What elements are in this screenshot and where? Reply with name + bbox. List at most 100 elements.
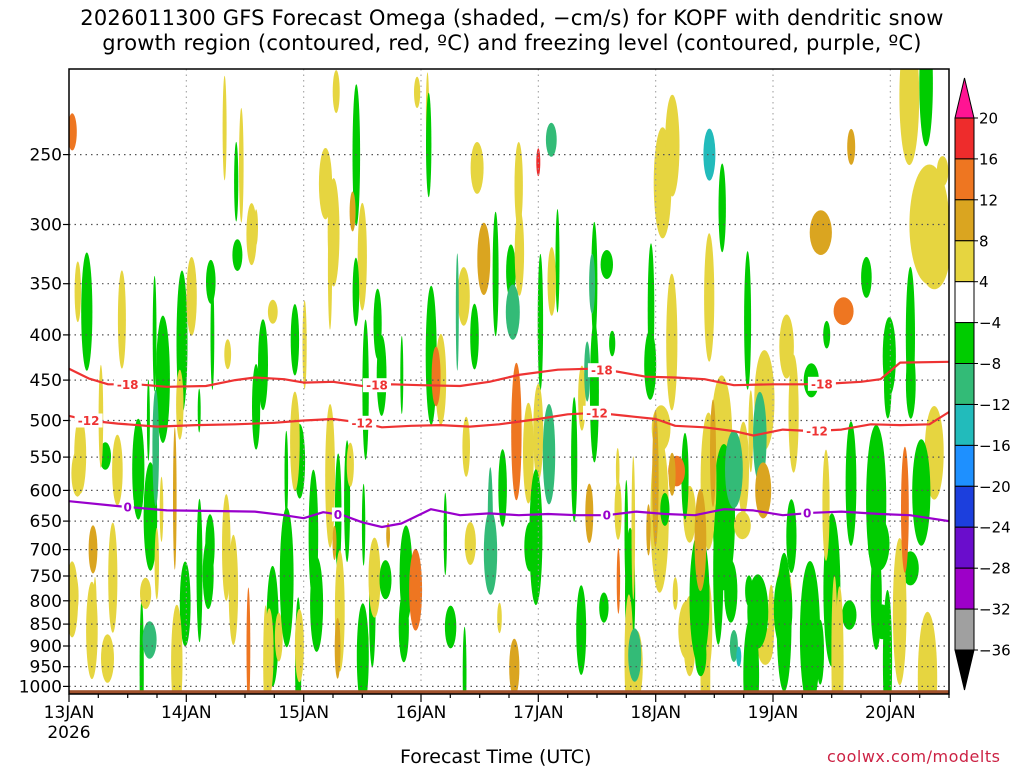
contour-label: -12 [78, 414, 100, 428]
omega-patch [179, 561, 191, 647]
colorbar-label: −32 [979, 601, 1011, 619]
omega-patch [294, 609, 304, 683]
omega-patch [776, 552, 792, 692]
omega-patch [462, 416, 471, 477]
omega-patch [905, 266, 916, 405]
omega-patch [239, 108, 244, 223]
omega-patch [734, 511, 751, 540]
omega-patch [571, 397, 578, 522]
omega-patch [498, 449, 507, 527]
omega-patch [302, 300, 307, 390]
x-axis-label: Forecast Time (UTC) [400, 746, 592, 768]
colorbar-swatch [954, 526, 975, 569]
omega-patch [88, 525, 98, 574]
y-tick-label: 350 [30, 275, 62, 295]
omega-patch [108, 522, 118, 633]
omega-patch [205, 514, 215, 576]
omega-patch [665, 94, 680, 197]
x-tick-year: 2026 [47, 723, 90, 743]
omega-patch [86, 581, 98, 680]
omega-patch [483, 509, 498, 595]
omega-patch [615, 448, 620, 492]
omega-patch [252, 364, 261, 450]
omega-patch [71, 574, 79, 617]
omega-patch [614, 480, 622, 540]
omega-patch [866, 424, 887, 578]
omega-patch [845, 421, 857, 546]
omega-patch [112, 434, 123, 506]
contour-label-bg [121, 500, 134, 514]
contour-label: 0 [603, 509, 611, 523]
omega-patch [426, 92, 432, 198]
omega-patch [346, 442, 354, 487]
omega-patch [132, 418, 145, 520]
title-line-2: growth region (contoured, red, ºC) and f… [102, 31, 922, 55]
omega-patch [786, 499, 797, 573]
y-tick-label: 900 [30, 637, 62, 657]
colorbar-swatch [954, 608, 975, 651]
omega-patch [599, 592, 609, 623]
omega-patch [258, 319, 268, 411]
omega-patch [823, 320, 831, 349]
omega-patch [246, 587, 251, 694]
omega-patch [646, 504, 651, 556]
omega-patch [585, 483, 594, 543]
omega-patch [545, 122, 557, 157]
grid-lines [69, 69, 949, 694]
y-tick-label: 600 [30, 481, 62, 501]
omega-patch [352, 257, 360, 327]
omega-patch [290, 391, 300, 492]
omega-patch [409, 548, 423, 631]
y-tick-label: 700 [30, 541, 62, 561]
contour-label-bg [801, 506, 814, 521]
contour-label-bg [587, 363, 616, 378]
omega-patch [718, 163, 726, 253]
omega-patch [142, 621, 157, 659]
omega-patch [332, 70, 340, 114]
omega-patch [912, 439, 931, 546]
credit-link[interactable]: coolwx.com/modelts [827, 747, 1001, 766]
omega-core [584, 341, 591, 402]
omega-patch [325, 404, 335, 548]
omega-patch [668, 452, 676, 496]
colorbar-swatch [954, 322, 975, 365]
omega-patch [704, 233, 715, 362]
omega-patch [497, 602, 502, 634]
omega-patch [152, 389, 159, 506]
omega-patch [748, 390, 754, 473]
omega-patch [173, 427, 177, 570]
omega-patch [666, 273, 678, 411]
omega-patch [455, 253, 459, 371]
omega-patch [672, 577, 678, 610]
omega-patch [327, 204, 333, 330]
y-tick-label: 550 [30, 448, 62, 468]
omega-patch [882, 317, 896, 396]
omega-patch [74, 261, 82, 323]
x-tick-label: 15JAN [278, 703, 329, 723]
omega-patch [470, 303, 479, 370]
contour-label: 0 [124, 501, 132, 515]
contour-line [69, 500, 949, 529]
x-tick-label: 18JAN [630, 703, 681, 723]
omega-patch [308, 469, 319, 602]
omega-patch [753, 391, 767, 484]
y-tick-label: 500 [30, 412, 62, 432]
omega-patch [146, 379, 150, 461]
y-tick-label: 300 [30, 216, 62, 236]
y-tick-label: 850 [30, 615, 62, 635]
omega-patch [816, 619, 824, 685]
omega-patch [186, 257, 197, 336]
omega-patch [234, 141, 239, 222]
colorbar-swatch [954, 281, 975, 324]
omega-patch [901, 446, 909, 573]
omega-patch [555, 208, 560, 313]
omega-core [736, 646, 742, 667]
omega-patch [152, 275, 157, 392]
colorbar-label: 8 [979, 232, 989, 250]
contour-label: -18 [591, 364, 613, 378]
omega-patch [616, 548, 621, 614]
contour-label: -18 [366, 379, 388, 393]
omega-patch [263, 605, 268, 694]
omega-patch [899, 69, 920, 166]
omega-patch [647, 243, 655, 377]
